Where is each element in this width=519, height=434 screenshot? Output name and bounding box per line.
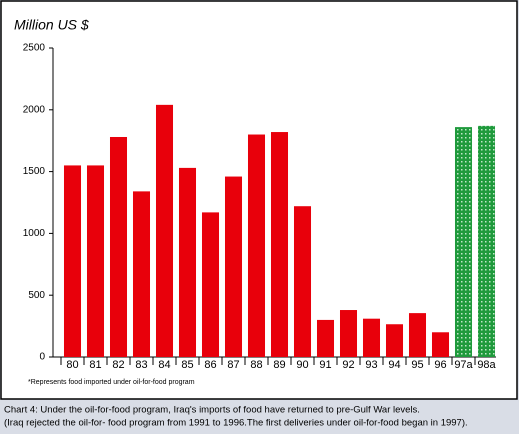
bar — [247, 134, 266, 357]
bar — [109, 136, 128, 357]
bar — [155, 104, 174, 357]
caption-line: (Iraq rejected the oil-for- food program… — [4, 418, 468, 429]
x-tick-label: 98a — [477, 359, 496, 371]
bar — [408, 313, 427, 357]
bar — [224, 176, 243, 357]
bar — [270, 132, 289, 357]
x-tick-label: 91 — [319, 359, 331, 371]
x-tick-label: 82 — [112, 359, 124, 371]
bar — [477, 125, 496, 357]
x-tick-label: 84 — [158, 359, 170, 371]
x-tick-label: 90 — [296, 359, 308, 371]
bar — [454, 127, 473, 357]
x-tick-label: 89 — [273, 359, 285, 371]
x-tick-label: 94 — [388, 359, 400, 371]
x-tick-label: 96 — [434, 359, 446, 371]
y-axis-label: Million US $ — [14, 17, 89, 33]
y-tick-label: 2000 — [23, 104, 46, 115]
x-tick-label: 83 — [135, 359, 147, 371]
bar — [86, 165, 105, 357]
bar — [385, 324, 404, 357]
x-tick-label: 92 — [342, 359, 354, 371]
x-tick-label: 81 — [89, 359, 101, 371]
x-tick-label: 97a — [454, 359, 473, 371]
x-tick-label: 80 — [66, 359, 78, 371]
bar — [178, 167, 197, 357]
x-tick-label: 87 — [227, 359, 239, 371]
x-tick-label: 86 — [204, 359, 216, 371]
y-tick-label: 500 — [28, 290, 45, 301]
bar — [339, 310, 358, 357]
bar — [362, 318, 381, 357]
bar — [431, 332, 450, 357]
y-tick-label: 2500 — [23, 43, 46, 54]
bar — [63, 165, 82, 357]
footnote: *Represents food imported under oil-for-… — [28, 379, 195, 386]
x-tick-label: 93 — [365, 359, 377, 371]
x-tick-label: 88 — [250, 359, 262, 371]
bar — [293, 206, 312, 357]
caption-line: Chart 4: Under the oil-for-food program,… — [4, 405, 420, 416]
x-tick-label: 95 — [411, 359, 423, 371]
bar — [132, 191, 151, 357]
y-tick-label: 0 — [39, 352, 45, 363]
bar — [201, 212, 220, 357]
x-tick-label: 85 — [181, 359, 193, 371]
y-tick-label: 1500 — [23, 166, 46, 177]
bar — [316, 319, 335, 357]
y-tick-label: 1000 — [23, 228, 46, 239]
